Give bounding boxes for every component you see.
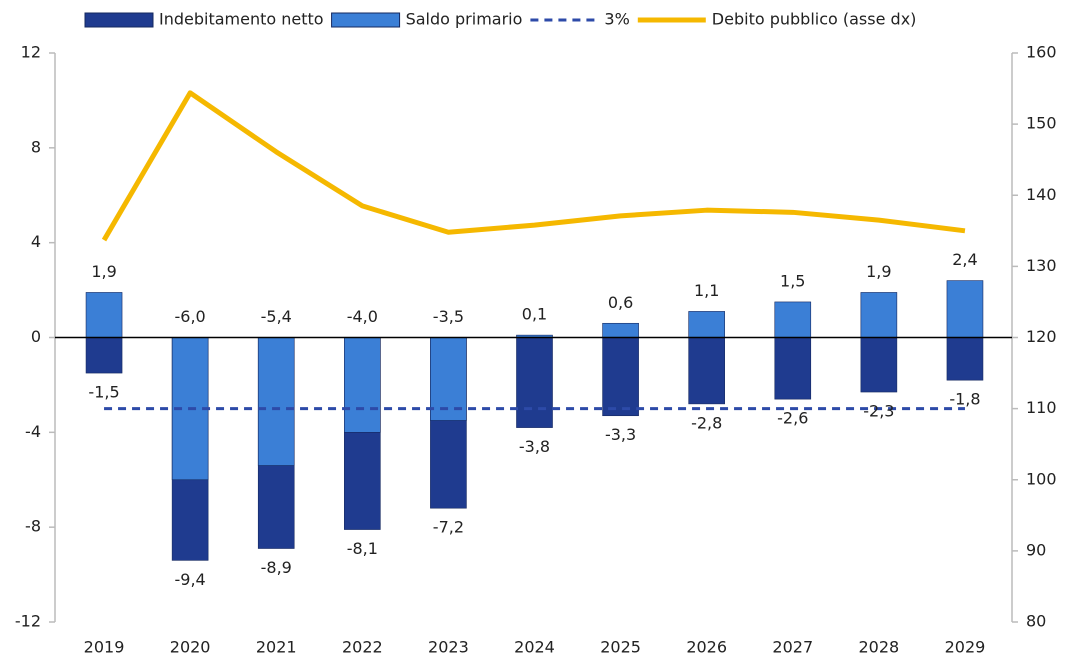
data-label: -2,6 [777, 409, 808, 428]
data-label: 2,4 [952, 250, 977, 269]
legend-label: Saldo primario [406, 10, 523, 29]
bar [946, 280, 984, 338]
data-label: 0,1 [522, 305, 547, 324]
y2-tick-label: 160 [1026, 43, 1057, 62]
x-tick-label: 2029 [945, 638, 986, 657]
data-label: -9,4 [175, 570, 206, 589]
y2-tick-label: 130 [1026, 256, 1057, 275]
x-tick-label: 2019 [84, 638, 125, 657]
data-label: -1,8 [949, 390, 980, 409]
data-label: 1,9 [866, 262, 891, 281]
x-tick-label: 2020 [170, 638, 211, 657]
legend-label: Debito pubblico (asse dx) [712, 10, 917, 29]
bar [688, 337, 725, 405]
x-tick-label: 2026 [686, 638, 727, 657]
bar [257, 337, 295, 466]
bar [602, 337, 639, 417]
bar [774, 337, 812, 400]
data-label: 1,1 [694, 281, 719, 300]
x-tick-label: 2027 [772, 638, 813, 657]
bar [430, 337, 467, 421]
y2-tick-label: 100 [1026, 469, 1057, 488]
bar [688, 311, 725, 338]
data-label: 1,9 [91, 262, 116, 281]
y-tick-label: -4 [25, 422, 41, 441]
data-label: -7,2 [433, 518, 464, 537]
bar [85, 337, 123, 374]
bar [344, 337, 381, 433]
data-label: -5,4 [261, 307, 292, 326]
x-tick-label: 2028 [859, 638, 900, 657]
y-tick-label: 8 [31, 137, 41, 156]
y2-tick-label: 80 [1026, 612, 1046, 631]
data-label: -6,0 [175, 307, 206, 326]
data-label: -3,3 [605, 425, 636, 444]
legend-label: 3% [604, 10, 629, 29]
y-tick-label: 0 [31, 327, 41, 346]
data-label: -3,8 [519, 437, 550, 456]
y2-tick-label: 90 [1026, 540, 1046, 559]
data-label: -8,9 [261, 558, 292, 577]
bar [516, 337, 553, 428]
data-label: -2,3 [863, 402, 894, 421]
bar [860, 292, 898, 338]
data-label: 1,5 [780, 271, 805, 290]
y-tick-label: -8 [25, 517, 41, 536]
x-tick-label: 2022 [342, 638, 383, 657]
y2-tick-label: 150 [1026, 114, 1057, 133]
bar [860, 337, 898, 393]
y-tick-label: 4 [31, 232, 41, 251]
data-label: -1,5 [88, 383, 119, 402]
y2-tick-label: 110 [1026, 398, 1057, 417]
data-label: -3,5 [433, 307, 464, 326]
data-label: -4,0 [347, 307, 378, 326]
x-tick-label: 2023 [428, 638, 469, 657]
data-label: 0,6 [608, 293, 633, 312]
legend-swatch [331, 12, 401, 28]
x-tick-label: 2024 [514, 638, 555, 657]
data-label: -8,1 [347, 539, 378, 558]
data-label: -2,8 [691, 413, 722, 432]
x-tick-label: 2021 [256, 638, 297, 657]
bar [85, 292, 123, 338]
x-tick-label: 2025 [600, 638, 641, 657]
y-tick-label: 12 [21, 43, 41, 62]
y2-tick-label: 120 [1026, 327, 1057, 346]
y2-tick-label: 140 [1026, 185, 1057, 204]
bar [602, 322, 639, 338]
bar [774, 301, 812, 338]
legend-swatch [84, 12, 154, 28]
line [101, 90, 966, 242]
y-tick-label: -12 [15, 612, 41, 631]
bar [946, 337, 984, 381]
legend-label: Indebitamento netto [159, 10, 324, 29]
